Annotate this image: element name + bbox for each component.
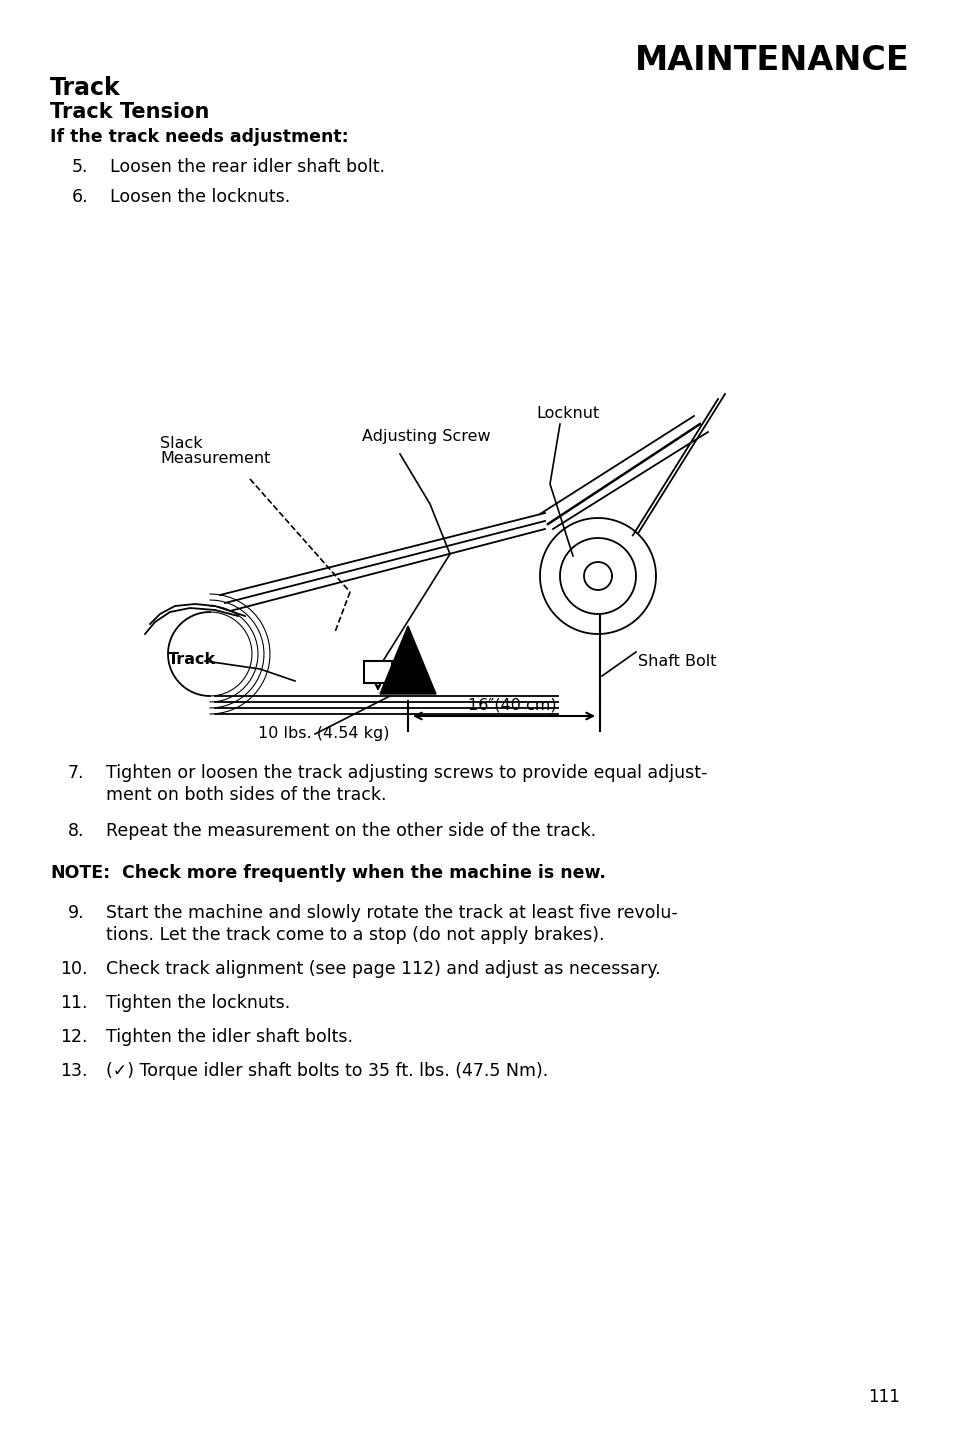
Text: 6.: 6. [71, 188, 89, 206]
Text: If the track needs adjustment:: If the track needs adjustment: [50, 128, 349, 145]
Text: Tighten the idler shaft bolts.: Tighten the idler shaft bolts. [106, 1028, 353, 1045]
Text: Tighten or loosen the track adjusting screws to provide equal adjust-: Tighten or loosen the track adjusting sc… [106, 763, 706, 782]
Circle shape [418, 673, 425, 680]
Text: 8.: 8. [68, 822, 85, 840]
Text: Shaft Bolt: Shaft Bolt [638, 654, 716, 669]
Text: 11.: 11. [60, 995, 88, 1012]
Text: (✓) Torque idler shaft bolts to 35 ft. lbs. (47.5 Nm).: (✓) Torque idler shaft bolts to 35 ft. l… [106, 1061, 548, 1080]
Text: 7.: 7. [68, 763, 85, 782]
Text: 5.: 5. [71, 158, 89, 176]
Text: tions. Let the track come to a stop (do not apply brakes).: tions. Let the track come to a stop (do … [106, 926, 604, 944]
Circle shape [407, 673, 414, 680]
Text: Repeat the measurement on the other side of the track.: Repeat the measurement on the other side… [106, 822, 596, 840]
Text: Tighten the locknuts.: Tighten the locknuts. [106, 995, 290, 1012]
Text: Check more frequently when the machine is new.: Check more frequently when the machine i… [110, 864, 605, 883]
Text: 16″(40 cm): 16″(40 cm) [467, 698, 556, 712]
Text: NOTE:: NOTE: [50, 864, 111, 883]
Text: 10 lbs. (4.54 kg): 10 lbs. (4.54 kg) [257, 726, 389, 742]
Text: Loosen the locknuts.: Loosen the locknuts. [110, 188, 290, 206]
Bar [364, 662, 392, 683]
Text: Track Tension: Track Tension [50, 102, 209, 122]
Polygon shape [379, 627, 436, 694]
Text: ment on both sides of the track.: ment on both sides of the track. [106, 787, 386, 804]
Text: Check track alignment (see page 112) and adjust as necessary.: Check track alignment (see page 112) and… [106, 960, 659, 979]
Text: 12.: 12. [60, 1028, 88, 1045]
Text: 10.: 10. [60, 960, 88, 979]
Circle shape [396, 673, 403, 680]
Text: Loosen the rear idler shaft bolt.: Loosen the rear idler shaft bolt. [110, 158, 385, 176]
Text: Start the machine and slowly rotate the track at least five revolu-: Start the machine and slowly rotate the … [106, 904, 677, 922]
Text: Adjusting Screw: Adjusting Screw [361, 429, 490, 443]
Text: Measurement: Measurement [160, 451, 270, 465]
Text: 111: 111 [867, 1389, 899, 1406]
Text: Slack: Slack [160, 436, 202, 451]
Text: 13.: 13. [60, 1061, 88, 1080]
Text: Track: Track [168, 651, 216, 667]
Text: Track: Track [50, 76, 121, 100]
Text: MAINTENANCE: MAINTENANCE [635, 44, 909, 77]
Text: 9.: 9. [68, 904, 85, 922]
Text: Locknut: Locknut [536, 406, 598, 422]
